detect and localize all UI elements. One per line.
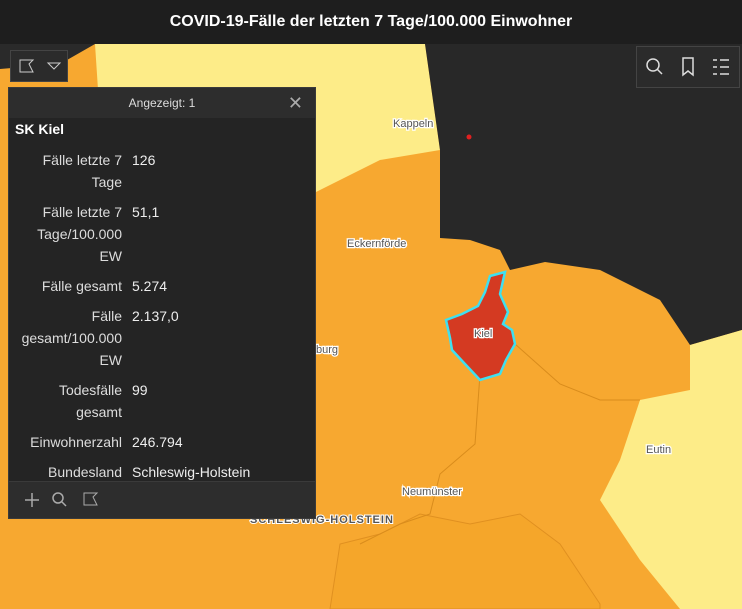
dropdown-icon[interactable] — [46, 62, 62, 70]
region-border — [329, 513, 601, 609]
pan-icon[interactable] — [25, 493, 39, 507]
marker — [466, 134, 472, 140]
map-label: Kappeln — [393, 118, 433, 130]
popup-counter: Angezeigt: 1 — [128, 96, 196, 110]
map-label: Kiel — [474, 328, 492, 340]
search-icon[interactable] — [646, 58, 660, 72]
popup-footer — [9, 481, 315, 518]
attribute-value: 5.274 — [132, 278, 168, 294]
map-label: Eckernförde — [347, 238, 406, 250]
toolbar-icons — [19, 59, 62, 73]
attribute-label: Fälle letzte 7 Tage/100.000 EW — [37, 204, 122, 264]
attribute-label: Todesfälle gesamt — [58, 382, 122, 420]
popup: Angezeigt: 1 ✕ SK Kiel Fälle letzte 7 Ta… — [8, 87, 316, 519]
attribute-row: Fälle letzte 7 Tage 126 — [9, 145, 255, 197]
close-button[interactable]: ✕ — [287, 93, 303, 113]
popup-title: SK Kiel — [15, 121, 65, 137]
footer-icons — [25, 492, 99, 507]
attribute-value: 99 — [132, 382, 148, 398]
zoom-icon — [61, 501, 67, 507]
legend-icon[interactable] — [713, 59, 729, 75]
attribute-value: 126 — [132, 152, 156, 168]
attribute-label: Fälle letzte 7 Tage — [42, 152, 122, 190]
select-toolbar[interactable] — [10, 50, 68, 82]
attribute-label: Bundesland — [48, 464, 122, 480]
map-label: burg — [316, 344, 338, 356]
attribute-row: Todesfälle gesamt 99 — [9, 375, 255, 427]
header-title: COVID-19-Fälle der letzten 7 Tage/100.00… — [0, 0, 742, 44]
sea — [425, 44, 742, 345]
attribute-row: Bundesland Schleswig-Holstein — [9, 457, 255, 487]
attribute-value: 246.794 — [132, 434, 183, 450]
map-label: Eutin — [646, 444, 671, 456]
attribute-table: Fälle letzte 7 Tage 126 Fälle letzte 7 Tag… — [9, 145, 255, 487]
attribute-row: Einwohnerzahl 246.794 — [9, 427, 255, 457]
popup-header: Angezeigt: 1 ✕ — [9, 88, 315, 118]
bookmark-icon[interactable] — [682, 57, 694, 77]
region-border — [359, 373, 481, 545]
widget-toolbar[interactable] — [636, 46, 740, 88]
region-border — [514, 343, 640, 401]
attribute-row: Fälle letzte 7 Tage/100.000 EW 51,1 — [9, 197, 255, 271]
attribute-label: Fälle gesamt — [41, 278, 122, 294]
attribute-value: 51,1 — [132, 204, 160, 220]
toolbar-icons — [646, 57, 729, 77]
search-icon — [656, 68, 663, 75]
attribute-value: Schleswig-Holstein — [132, 464, 251, 480]
attribute-value: 2.137,0 — [132, 308, 179, 324]
map-label: Neumünster — [402, 486, 462, 498]
select-icon[interactable] — [83, 492, 99, 506]
attribute-label: Einwohnerzahl — [30, 434, 122, 450]
region-kiel-selected[interactable] — [444, 270, 517, 382]
zoom-icon[interactable] — [52, 492, 64, 504]
region-yellow — [600, 330, 742, 609]
select-icon[interactable] — [19, 59, 35, 73]
attribute-row: Fälle gesamt 5.274 — [9, 271, 255, 301]
attribute-label: Fälle gesamt/100.000 EW — [21, 308, 122, 368]
attribute-row: Fälle gesamt/100.000 EW 2.137,0 — [9, 301, 255, 375]
